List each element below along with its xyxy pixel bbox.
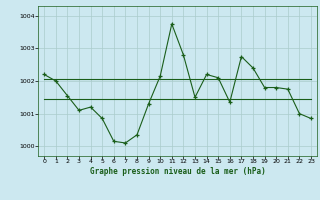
X-axis label: Graphe pression niveau de la mer (hPa): Graphe pression niveau de la mer (hPa) [90,167,266,176]
